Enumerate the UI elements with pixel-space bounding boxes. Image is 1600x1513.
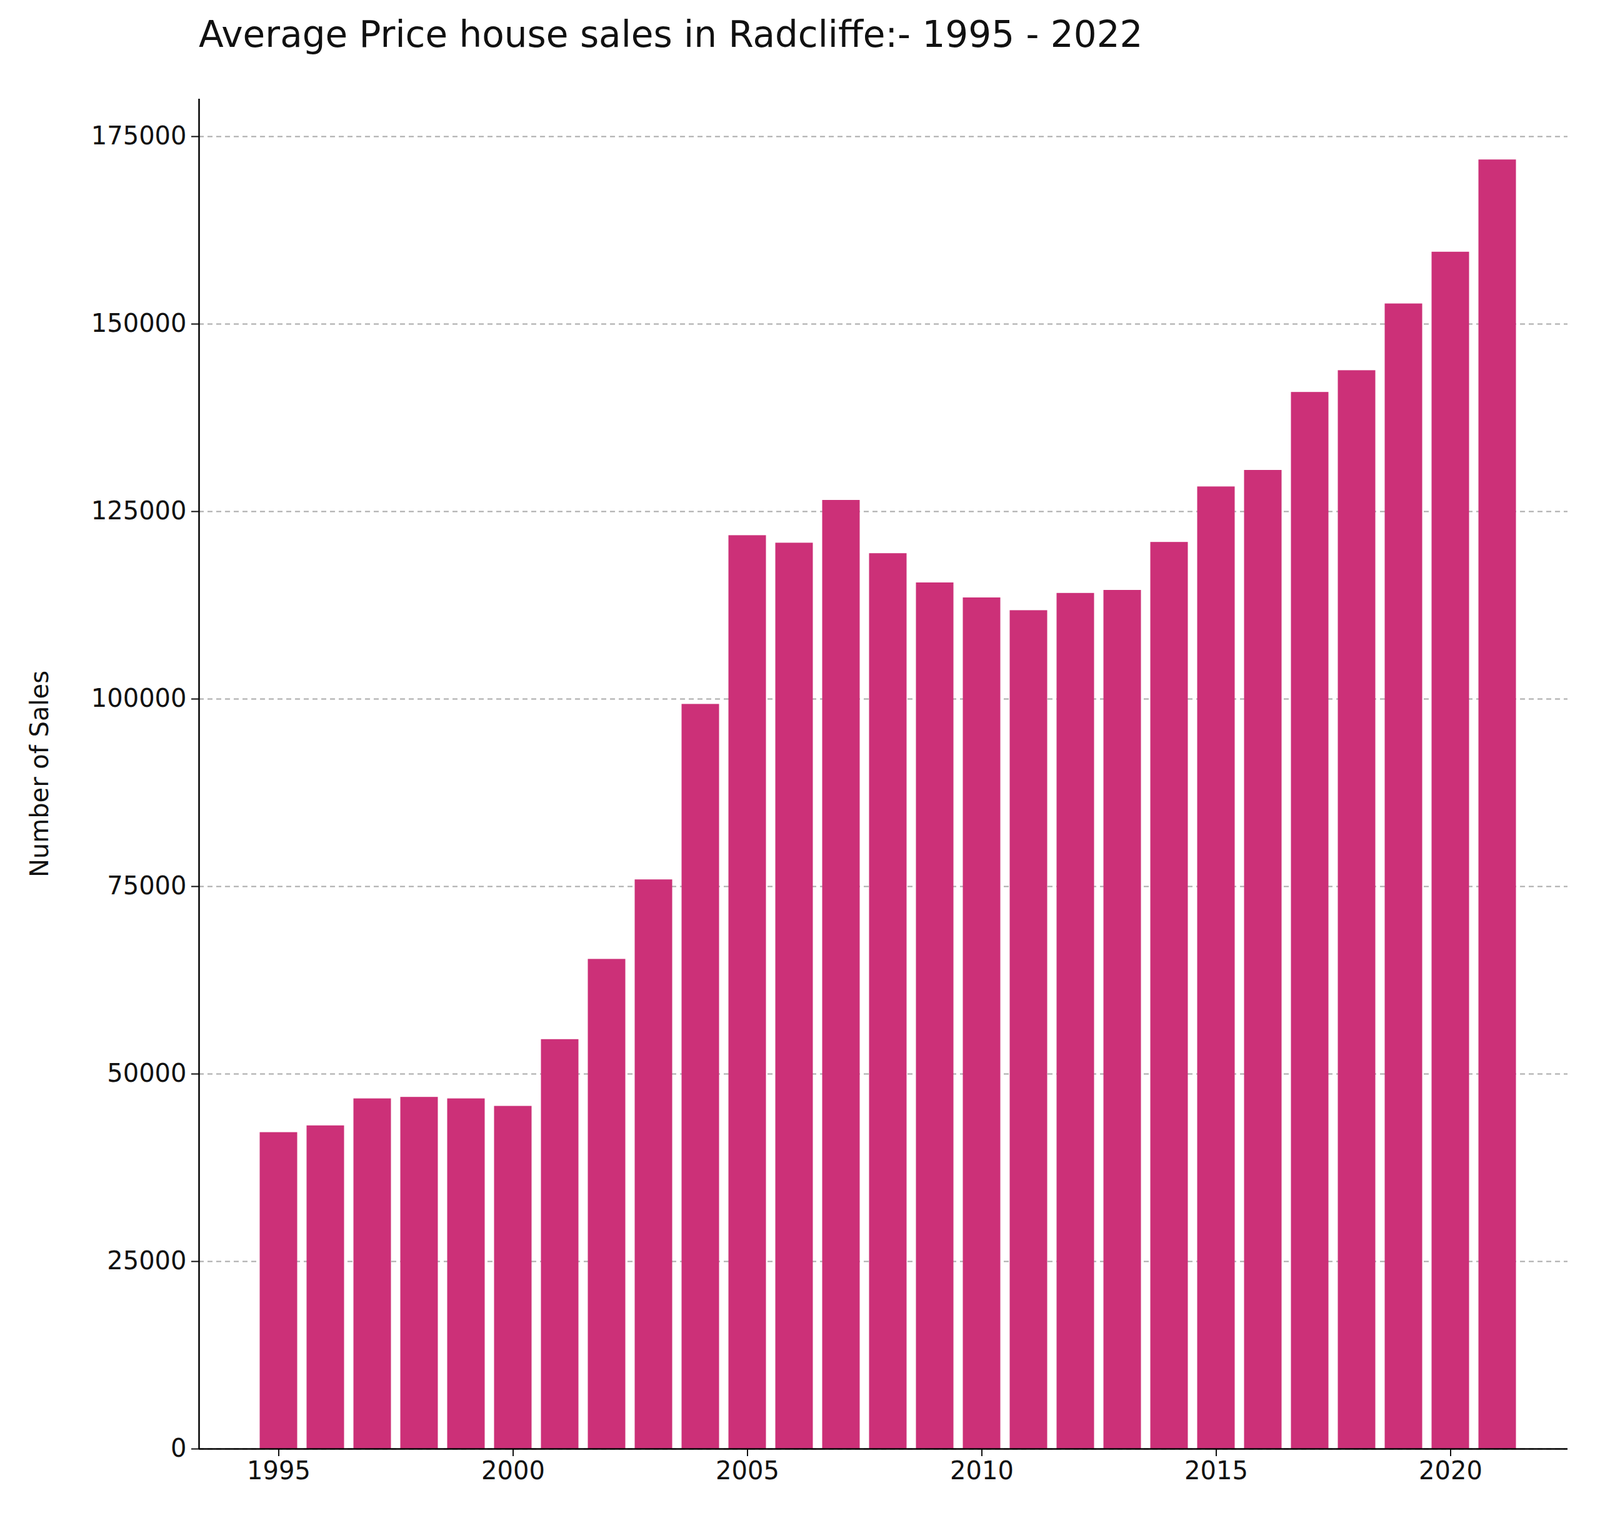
svg-text:175000: 175000 xyxy=(91,121,187,150)
html-text:Average Price house sales in R: Average Price house sales in Radcliffe:-… xyxy=(198,13,1143,56)
svg-text:2015: 2015 xyxy=(1184,1456,1249,1485)
svg-text:150000: 150000 xyxy=(91,308,187,338)
svg-text:25000: 25000 xyxy=(106,1246,187,1275)
svg-text:125000: 125000 xyxy=(91,496,187,525)
svg-text:2000: 2000 xyxy=(481,1456,545,1485)
svg-text:Number of Sales: Number of Sales xyxy=(25,670,54,878)
svg-text:0: 0 xyxy=(170,1433,187,1463)
svg-text:75000: 75000 xyxy=(106,871,187,900)
svg-text:100000: 100000 xyxy=(91,683,187,713)
svg-text:2005: 2005 xyxy=(715,1456,780,1485)
svg-text:1995: 1995 xyxy=(246,1456,311,1485)
svg-text:2010: 2010 xyxy=(950,1456,1014,1485)
svg-text:50000: 50000 xyxy=(106,1058,187,1088)
svg-text:2020: 2020 xyxy=(1418,1456,1483,1485)
